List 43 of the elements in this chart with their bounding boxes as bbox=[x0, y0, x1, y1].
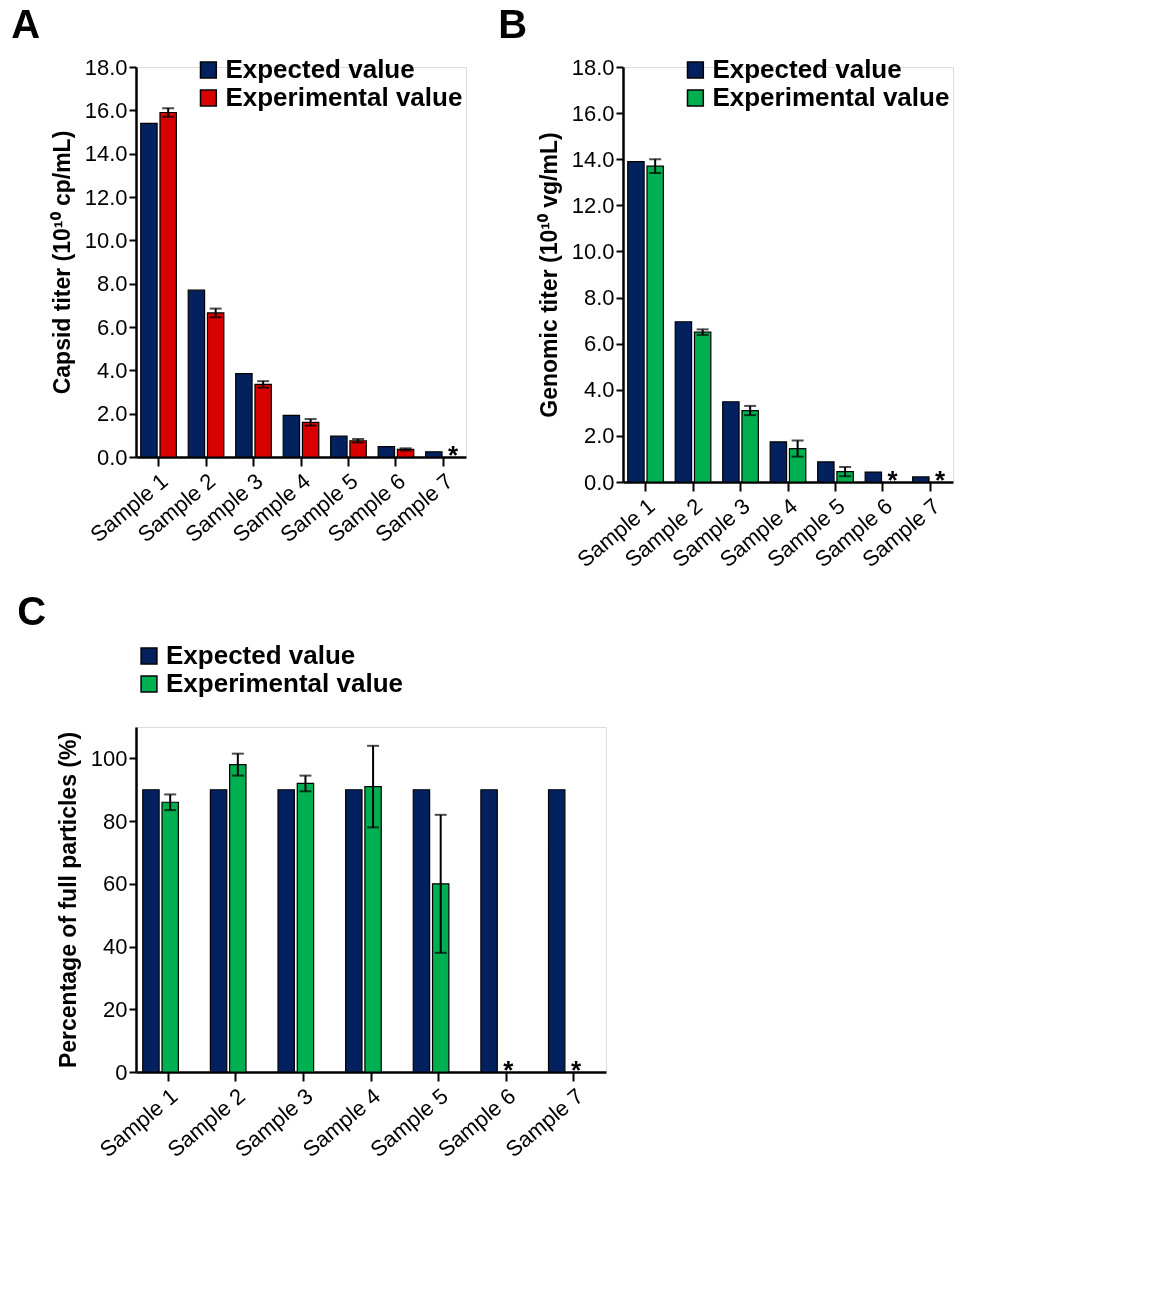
annotation: * bbox=[887, 465, 899, 495]
legend-label: Experimental value bbox=[225, 82, 463, 112]
y-tick-label: 2.0 bbox=[583, 423, 615, 449]
y-tick-label: 20 bbox=[103, 996, 128, 1022]
y-tick-label: 0 bbox=[115, 1059, 128, 1085]
y-tick-label: 14.0 bbox=[571, 146, 615, 172]
y-tick-label: 10.0 bbox=[84, 227, 128, 253]
y-axis-title: Capsid titer (10¹⁰ cp/mL) bbox=[48, 130, 75, 395]
y-tick-label: 6.0 bbox=[583, 331, 615, 357]
y-tick-label: 12.0 bbox=[571, 192, 615, 218]
y-tick-label: 100 bbox=[90, 745, 128, 771]
legend-label: Experimental value bbox=[712, 82, 950, 112]
chart-title: A bbox=[11, 2, 41, 46]
y-tick-label: 2.0 bbox=[96, 401, 128, 427]
y-tick-label: 0.0 bbox=[96, 444, 128, 470]
y-tick-label: 8.0 bbox=[96, 271, 128, 297]
annotation: * bbox=[503, 1055, 515, 1085]
y-tick-label: 12.0 bbox=[84, 184, 128, 210]
y-tick-label: 14.0 bbox=[84, 141, 128, 167]
y-tick-label: 16.0 bbox=[84, 97, 128, 123]
y-tick-label: 80 bbox=[103, 808, 128, 834]
annotation: * bbox=[570, 1055, 582, 1085]
legend-label: Experimental value bbox=[166, 668, 403, 698]
y-tick-label: 6.0 bbox=[96, 314, 128, 340]
annotation: * bbox=[448, 440, 460, 470]
legend-label: Expected value bbox=[225, 54, 415, 84]
y-tick-label: 0.0 bbox=[583, 469, 615, 495]
y-tick-label: 16.0 bbox=[571, 100, 615, 126]
y-tick-label: 4.0 bbox=[583, 377, 615, 403]
annotation: * bbox=[935, 465, 947, 495]
y-axis-title: Genomic titer (10¹⁰ vg/mL) bbox=[535, 132, 562, 418]
legend-label: Expected value bbox=[712, 54, 902, 84]
y-tick-label: 18.0 bbox=[571, 54, 615, 80]
chart-title: C bbox=[17, 589, 47, 633]
y-tick-label: 40 bbox=[103, 934, 128, 960]
y-tick-label: 60 bbox=[103, 871, 128, 897]
y-tick-label: 4.0 bbox=[96, 357, 128, 383]
legend-label: Expected value bbox=[166, 640, 356, 670]
y-tick-label: 18.0 bbox=[84, 54, 128, 80]
y-tick-label: 10.0 bbox=[571, 238, 615, 264]
y-tick-label: 8.0 bbox=[583, 285, 615, 311]
chart-title: B bbox=[498, 2, 528, 46]
y-axis-title: Percentage of full particles (%) bbox=[54, 731, 81, 1069]
